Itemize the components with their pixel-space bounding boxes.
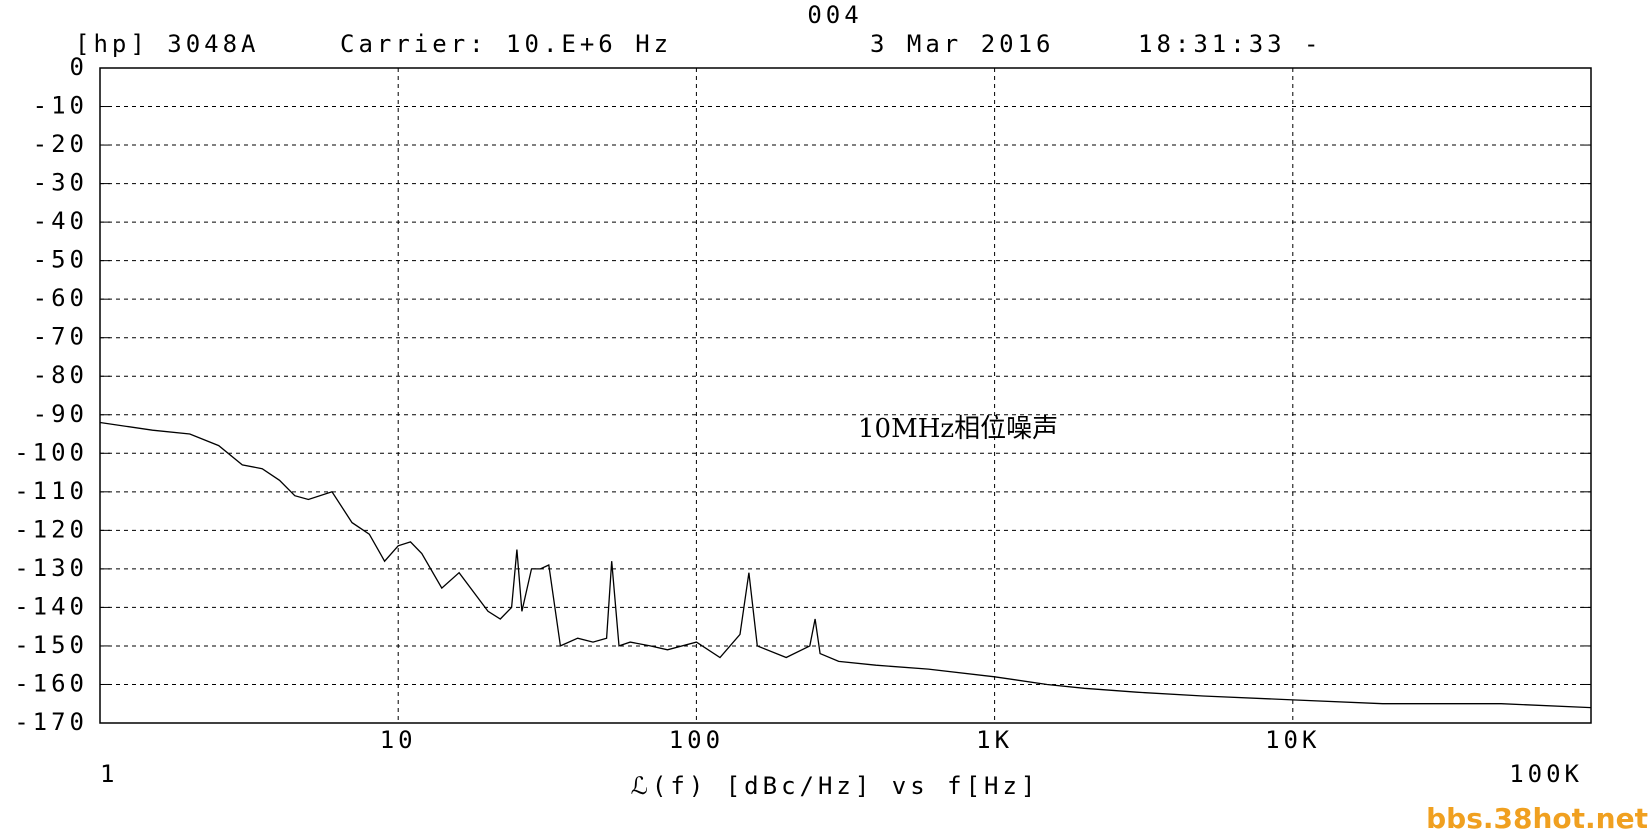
header-time: 18:31:33 - [1138,30,1323,58]
x-axis-label: ℒ(f) [dBc/Hz] vs f[Hz] [631,772,1040,800]
y-tick-label: -20 [33,130,88,158]
plot-frame [99,67,1592,724]
x-tick-label: 10K [1265,726,1320,754]
annotation: 10MHz相位噪声 [858,414,1058,444]
x-tick-label: 10 [380,726,417,754]
y-tick-label: -170 [14,708,88,736]
y-tick-label: 0 [70,53,88,81]
y-tick-label: -140 [14,592,88,620]
y-tick-label: -120 [14,515,88,543]
y-tick-label: -50 [33,246,88,274]
x-tick-label: 1 [100,760,118,788]
header-date: 3 Mar 2016 [870,30,1055,58]
y-tick-label: -100 [14,438,88,466]
y-tick-label: -110 [14,477,88,505]
y-tick-label: -10 [33,92,88,120]
y-tick-label: -60 [33,284,88,312]
y-tick-label: -160 [14,669,88,697]
noise-line [99,421,1592,709]
y-tick-label: -80 [33,361,88,389]
header-carrier: Carrier: 10.E+6 Hz [340,30,672,58]
y-tick-label: -40 [33,207,88,235]
header-instrument: [hp] 3048A [75,30,260,58]
x-tick-label: 1K [976,726,1013,754]
y-tick-label: -90 [33,400,88,428]
y-tick-label: -150 [14,631,88,659]
y-tick-label: -70 [33,323,88,351]
y-tick-label: -30 [33,169,88,197]
y-tick-label: -130 [14,554,88,582]
chart-title: 004 [807,1,862,29]
x-tick-label: 100 [669,726,724,754]
x-tick-label: 100K [1509,760,1583,788]
watermark: bbs.38hot.net [1426,802,1648,835]
